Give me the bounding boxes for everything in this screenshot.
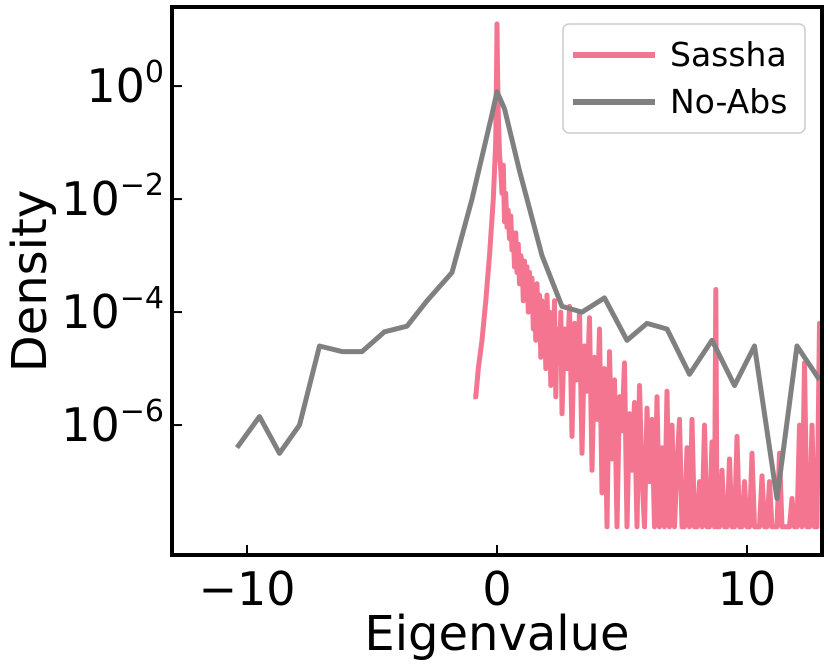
y-tick-label: 100 bbox=[86, 55, 164, 113]
series-line-sassha bbox=[473, 21, 822, 530]
x-tick-label: −10 bbox=[198, 562, 295, 616]
legend-label-sassha: Sassha bbox=[670, 35, 787, 74]
y-tick-label: 10−4 bbox=[61, 281, 164, 339]
legend-box bbox=[562, 23, 806, 134]
x-tick-label: 10 bbox=[718, 562, 777, 616]
x-tick-label: 0 bbox=[482, 562, 511, 616]
x-axis-label: Eigenvalue bbox=[364, 606, 629, 662]
y-tick-label: 10−2 bbox=[61, 168, 164, 226]
y-axis-label: Density bbox=[2, 190, 58, 372]
legend-label-no-abs: No-Abs bbox=[670, 82, 787, 121]
series-line-no-abs bbox=[234, 89, 822, 501]
legend: Sassha No-Abs bbox=[562, 23, 806, 134]
series-layer bbox=[234, 21, 822, 530]
x-axis-ticks: −10 0 10 bbox=[198, 545, 776, 616]
y-axis-ticks: 100 10−2 10−4 10−6 bbox=[61, 55, 182, 452]
y-tick-label: 10−6 bbox=[61, 394, 164, 452]
